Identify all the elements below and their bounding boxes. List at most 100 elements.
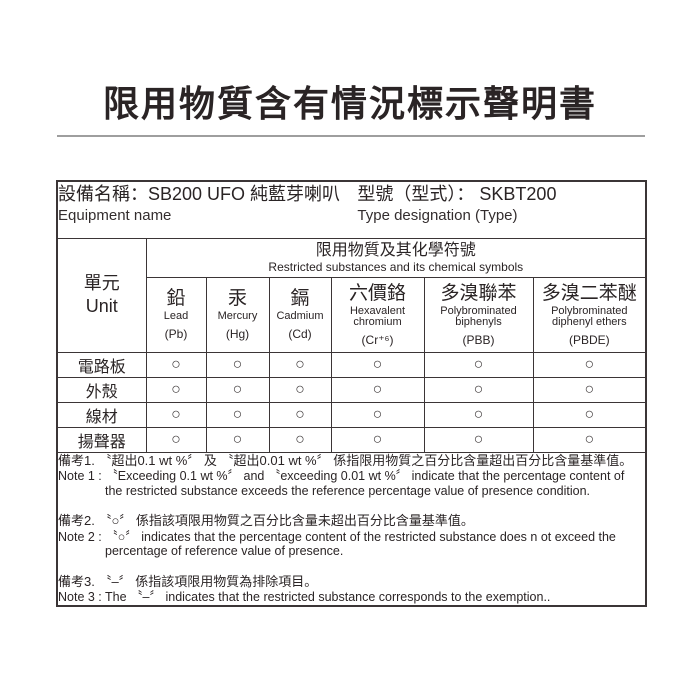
substance-en: Lead [163, 310, 189, 323]
substances-header-en: Restricted substances and its chemical s… [268, 260, 524, 274]
rohs-declaration-table: 設備名稱：SB200 UFO 純藍芽喇叭 Equipment name 型號（型… [56, 180, 648, 607]
row-label: 揚聲器 [56, 426, 147, 453]
page-title: 限用物質含有情況標示聲明書 [102, 83, 597, 124]
presence-mark: ○ [171, 355, 181, 373]
note-3-en: Note 3 : The 〝–〞 indicates that the rest… [58, 590, 551, 604]
substance-en: Polybrominated biphenyls [440, 304, 517, 328]
unit-header-zh: 單元 [83, 273, 120, 293]
presence-mark: ○ [295, 430, 305, 448]
presence-cell: ○ [330, 376, 425, 403]
unit-header-cell: 單元 Unit [56, 237, 147, 353]
presence-mark: ○ [473, 380, 484, 398]
presence-cell: ○ [268, 351, 332, 378]
presence-mark: ○ [372, 430, 383, 448]
note-1: 備考1. 〝超出0.1 wt %〞 及 〝超出0.01 wt %〞 係指限用物質… [58, 453, 645, 499]
presence-mark: ○ [584, 380, 595, 398]
substance-symbol: (Cr⁺⁶) [361, 332, 394, 347]
substance-zh: 汞 [227, 288, 247, 310]
presence-mark: ○ [584, 355, 595, 373]
substance-zh: 多溴二苯醚 [541, 282, 637, 304]
presence-cell: ○ [268, 401, 332, 428]
presence-mark: ○ [295, 405, 305, 423]
equipment-name-value: 設備名稱：SB200 UFO 純藍芽喇叭 [58, 184, 341, 204]
presence-mark: ○ [473, 405, 484, 423]
substance-en: Polybrominated diphenyl ethers [551, 304, 628, 328]
substance-header-lead: 鉛 Lead (Pb) [145, 276, 207, 353]
substance-symbol: (PBB) [462, 332, 495, 347]
row-label: 外殼 [56, 376, 147, 403]
title-divider [57, 135, 645, 137]
presence-mark: ○ [372, 380, 383, 398]
presence-mark: ○ [473, 430, 484, 448]
presence-cell: ○ [532, 351, 647, 378]
table-row-casing: 外殼 ○ ○ ○ ○ ○ ○ [56, 376, 647, 403]
presence-cell: ○ [532, 376, 647, 403]
substances-group-header: 限用物質及其化學符號 Restricted substances and its… [145, 237, 647, 278]
presence-cell: ○ [145, 351, 207, 378]
table-row-wiring: 線材 ○ ○ ○ ○ ○ ○ [56, 401, 647, 428]
presence-cell: ○ [205, 376, 270, 403]
substance-columns-row: 鉛 Lead (Pb) 汞 Mercury (Hg) 鎘 Cadmium (Cd… [57, 276, 647, 353]
equipment-cell: 設備名稱：SB200 UFO 純藍芽喇叭 Equipment name 型號（型… [56, 180, 647, 239]
presence-mark: ○ [295, 380, 305, 398]
presence-cell: ○ [145, 426, 207, 453]
equipment-name-label: Equipment name [58, 207, 172, 224]
substance-header-pbde: 多溴二苯醚 Polybrominated diphenyl ethers (PB… [532, 276, 647, 353]
presence-cell: ○ [145, 401, 207, 428]
equipment-name-block: 設備名稱：SB200 UFO 純藍芽喇叭 Equipment name [58, 182, 357, 225]
note-3-zh: 備考3. 〝–〞 係指該項限用物質為排除項目。 [58, 573, 318, 589]
substance-zh: 鉛 [166, 288, 186, 310]
note-3: 備考3. 〝–〞 係指該項限用物質為排除項目。 Note 3 : The 〝–〞… [58, 574, 645, 605]
presence-cell: ○ [145, 376, 207, 403]
presence-mark: ○ [232, 430, 243, 448]
presence-cell: ○ [330, 426, 425, 453]
substances-header-zh: 限用物質及其化學符號 [315, 242, 476, 259]
presence-cell: ○ [532, 401, 647, 428]
presence-mark: ○ [295, 355, 305, 373]
note-1-zh: 備考1. 〝超出0.1 wt %〞 及 〝超出0.01 wt %〞 係指限用物質… [58, 452, 633, 468]
substance-header-pbb: 多溴聯苯 Polybrominated biphenyls (PBB) [423, 276, 534, 353]
presence-cell: ○ [423, 351, 534, 378]
row-label: 線材 [56, 401, 147, 428]
presence-mark: ○ [372, 405, 383, 423]
substance-header-hexavalent-chromium: 六價鉻 Hexavalent chromium (Cr⁺⁶) [330, 276, 425, 353]
presence-cell: ○ [532, 426, 647, 453]
presence-cell: ○ [330, 351, 425, 378]
substance-zh: 六價鉻 [348, 282, 406, 304]
note-1-en: Note 1 : 〝Exceeding 0.1 wt %〞 and 〝excee… [58, 469, 625, 498]
equipment-row: 設備名稱：SB200 UFO 純藍芽喇叭 Equipment name 型號（型… [56, 180, 647, 239]
presence-mark: ○ [232, 380, 243, 398]
type-designation-value: 型號（型式）： SKBT200 [357, 184, 557, 204]
presence-mark: ○ [171, 380, 181, 398]
presence-cell: ○ [330, 401, 425, 428]
substance-zh: 鎘 [290, 288, 310, 310]
row-label: 電路板 [56, 351, 147, 378]
substance-symbol: (Cd) [288, 326, 312, 341]
type-designation-label: Type designation (Type) [357, 207, 518, 224]
substance-header-mercury: 汞 Mercury (Hg) [205, 276, 270, 353]
presence-mark: ○ [232, 355, 243, 373]
notes-section: 備考1. 〝超出0.1 wt %〞 及 〝超出0.01 wt %〞 係指限用物質… [56, 451, 647, 606]
presence-cell: ○ [205, 401, 270, 428]
presence-mark: ○ [171, 405, 181, 423]
substance-symbol: (PBDE) [568, 332, 610, 347]
presence-cell: ○ [423, 426, 534, 453]
presence-cell: ○ [268, 426, 332, 453]
substance-header-cadmium: 鎘 Cadmium (Cd) [268, 276, 332, 353]
substance-symbol: (Pb) [164, 326, 188, 341]
substance-en: Cadmium [276, 310, 324, 323]
note-2-zh: 備考2. 〝○〞 係指該項限用物質之百分比含量未超出百分比含量基準值。 [58, 513, 474, 528]
presence-cell: ○ [268, 376, 332, 403]
presence-mark: ○ [584, 405, 595, 423]
unit-header-en: Unit [85, 296, 118, 316]
presence-mark: ○ [232, 405, 243, 423]
presence-mark: ○ [584, 430, 595, 448]
presence-cell: ○ [205, 351, 270, 378]
substance-symbol: (Hg) [225, 326, 250, 341]
table-row-speaker: 揚聲器 ○ ○ ○ ○ ○ ○ [56, 426, 647, 453]
presence-cell: ○ [423, 376, 534, 403]
substance-en: Mercury [217, 310, 258, 323]
presence-cell: ○ [423, 401, 534, 428]
note-2: 備考2. 〝○〞 係指該項限用物質之百分比含量未超出百分比含量基準值。 Note… [58, 513, 645, 559]
